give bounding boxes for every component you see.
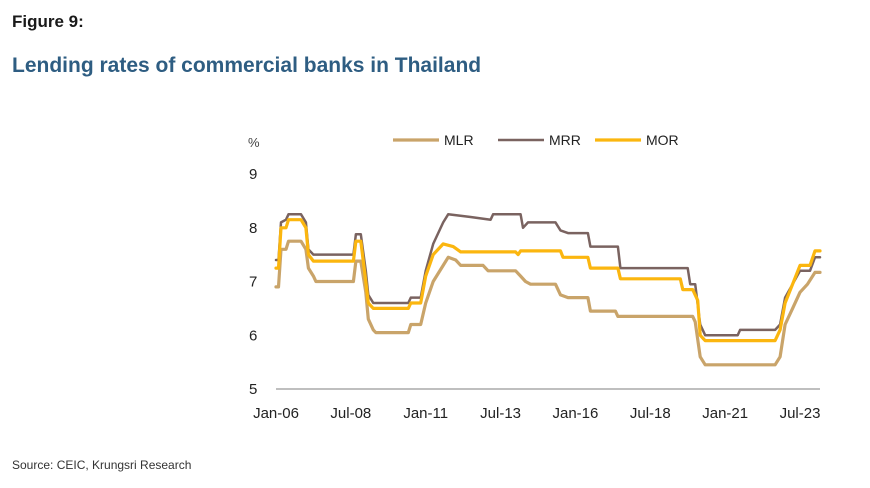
- x-tick-label: Jul-23: [780, 405, 821, 422]
- figure-label: Figure 9:: [12, 12, 84, 31]
- x-tick-label: Jul-18: [630, 405, 671, 422]
- y-tick-label: 7: [249, 274, 257, 291]
- legend-label-mor: MOR: [646, 132, 679, 148]
- x-tick-label: Jul-13: [480, 405, 521, 422]
- x-tick-label: Jul-08: [330, 405, 371, 422]
- x-tick-label: Jan-06: [253, 405, 299, 422]
- series-line-mlr: [274, 239, 822, 367]
- chart-legend: MLR MRR MOR: [393, 132, 679, 148]
- x-tick-label: Jan-16: [553, 405, 599, 422]
- y-tick-label: 6: [249, 327, 257, 344]
- chart-title: Lending rates of commercial banks in Tha…: [12, 54, 482, 77]
- y-axis: 5 6 7 8 9: [249, 166, 257, 398]
- legend-label-mrr: MRR: [549, 132, 581, 148]
- y-tick-label: 9: [249, 166, 257, 183]
- series-layer: [274, 213, 822, 367]
- y-tick-label: 8: [249, 220, 257, 237]
- x-tick-label: Jan-21: [702, 405, 748, 422]
- legend-label-mlr: MLR: [444, 132, 474, 148]
- series-line-mrr: [274, 213, 822, 337]
- source-note: Source: CEIC, Krungsri Research: [12, 458, 192, 472]
- series-line-mor: [274, 218, 822, 343]
- x-axis: Jan-06 Jul-08 Jan-11 Jul-13 Jan-16 Jul-18 Jan-…: [253, 405, 820, 422]
- x-tick-label: Jan-11: [403, 405, 448, 422]
- y-axis-unit-label: %: [248, 135, 260, 150]
- y-tick-label: 5: [249, 381, 257, 398]
